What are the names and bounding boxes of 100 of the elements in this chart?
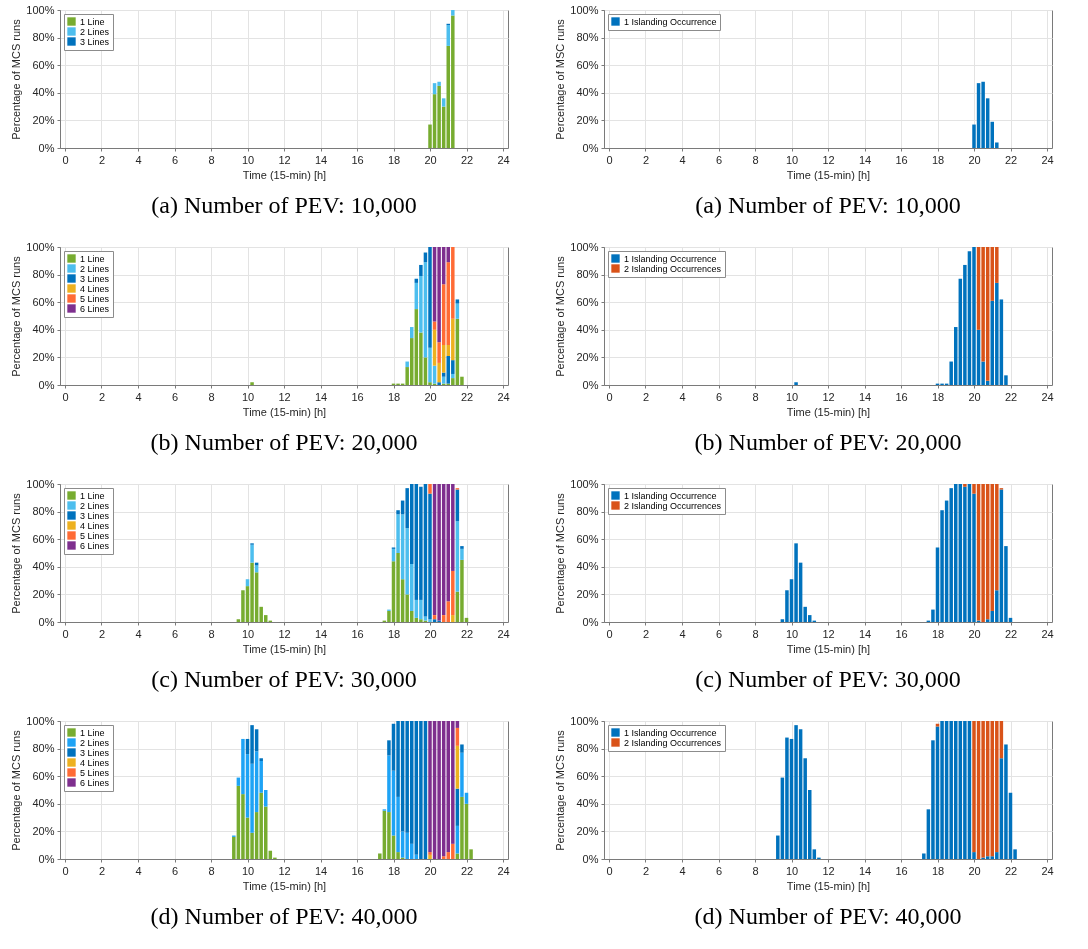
x-tick-label: 10 — [785, 153, 799, 166]
x-tick-label: 0 — [606, 627, 613, 640]
y-tick-label: 20% — [32, 824, 55, 837]
x-tick-label: 20 — [968, 153, 981, 166]
x-tick-label: 0 — [606, 153, 613, 166]
x-tick-label: 2 — [98, 153, 106, 166]
x-tick-label: 18 — [387, 390, 401, 403]
x-axis-title: Time (15-min) [h] — [242, 879, 327, 892]
legend-label: 2 Islanding Occurrences — [624, 263, 722, 274]
x-tick-label: 4 — [135, 153, 142, 166]
x-tick-label: 20 — [424, 390, 437, 403]
x-tick-label: 16 — [895, 627, 908, 640]
legend-label: 2 Islanding Occurrences — [624, 500, 722, 511]
x-tick-label: 18 — [387, 864, 401, 877]
x-tick-label: 4 — [135, 390, 142, 403]
legend-label: 4 Lines — [80, 757, 110, 768]
y-axis-title: Percentage of MCS runs — [10, 18, 23, 140]
legend-label: 4 Lines — [80, 283, 110, 294]
y-tick-label: 20% — [576, 113, 599, 126]
x-tick-label: 16 — [351, 864, 364, 877]
legend-label: 1 Islanding Occurrence — [624, 16, 717, 27]
legend-label: 3 Lines — [80, 747, 110, 758]
x-tick-label: 2 — [642, 153, 650, 166]
x-tick-label: 6 — [715, 390, 723, 403]
x-tick-label: 18 — [931, 864, 945, 877]
text: (c) Number of PEV: 30,000 — [695, 666, 961, 692]
y-tick-label: 100% — [570, 714, 599, 727]
y-tick-label: 60% — [32, 58, 55, 71]
x-tick-label: 14 — [858, 153, 872, 166]
x-tick-label: 16 — [895, 390, 908, 403]
y-tick-label: 40% — [32, 797, 55, 810]
y-axis-title: Percentage of MCS runs — [10, 729, 23, 851]
x-tick-label: 18 — [387, 153, 401, 166]
x-axis-title: Time (15-min) [h] — [786, 642, 871, 655]
x-tick-label: 20 — [968, 864, 981, 877]
text: (b) Number of PEV: 20,000 — [150, 429, 418, 455]
x-tick-label: 4 — [135, 864, 142, 877]
x-tick-label: 24 — [497, 153, 510, 166]
y-tick-label: 80% — [32, 505, 55, 518]
x-tick-label: 8 — [752, 153, 759, 166]
x-tick-label: 12 — [822, 627, 835, 640]
y-tick-label: 80% — [32, 742, 55, 755]
x-tick-label: 8 — [208, 390, 215, 403]
x-axis-title: Time (15-min) [h] — [242, 405, 327, 418]
legend-label: 5 Lines — [80, 767, 110, 778]
legend-label: 6 Lines — [80, 303, 110, 314]
x-tick-label: 12 — [278, 153, 291, 166]
x-tick-label: 14 — [314, 627, 328, 640]
legend-label: 4 Lines — [80, 520, 110, 531]
x-tick-label: 4 — [679, 864, 686, 877]
x-tick-label: 12 — [822, 153, 835, 166]
x-axis-title: Time (15-min) [h] — [786, 168, 871, 181]
x-tick-label: 22 — [1004, 627, 1018, 640]
x-tick-label: 2 — [642, 390, 650, 403]
x-tick-label: 6 — [715, 627, 723, 640]
legend-label: 1 Islanding Occurrence — [624, 253, 717, 264]
x-tick-label: 16 — [351, 627, 364, 640]
legend-label: 3 Lines — [80, 36, 110, 47]
x-tick-label: 20 — [968, 390, 981, 403]
legend-label: 6 Lines — [80, 777, 110, 788]
y-axis-title: Percentage of MCS runs — [554, 729, 567, 851]
y-tick-label: 0% — [38, 852, 55, 865]
y-tick-label: 80% — [576, 742, 599, 755]
x-tick-label: 6 — [715, 864, 723, 877]
legend-label: 1 Line — [80, 727, 105, 738]
x-tick-label: 20 — [424, 153, 437, 166]
x-tick-label: 4 — [679, 153, 686, 166]
x-tick-label: 20 — [424, 864, 437, 877]
x-tick-label: 22 — [460, 864, 474, 877]
y-tick-label: 100% — [26, 477, 55, 490]
text: (a) Number of PEV: 10,000 — [151, 192, 417, 218]
x-tick-label: 12 — [822, 390, 835, 403]
y-tick-label: 20% — [32, 113, 55, 126]
x-tick-label: 24 — [497, 627, 510, 640]
x-tick-label: 18 — [931, 390, 945, 403]
y-tick-label: 20% — [576, 587, 599, 600]
legend-label: 5 Lines — [80, 293, 110, 304]
x-tick-label: 6 — [171, 390, 179, 403]
y-tick-label: 0% — [582, 615, 599, 628]
y-tick-label: 40% — [32, 560, 55, 573]
x-tick-label: 14 — [858, 627, 872, 640]
x-tick-label: 0 — [606, 390, 613, 403]
x-tick-label: 18 — [931, 627, 945, 640]
x-tick-label: 10 — [241, 627, 255, 640]
y-tick-label: 60% — [32, 532, 55, 545]
y-tick-label: 100% — [26, 3, 55, 16]
legend-label: 3 Lines — [80, 273, 110, 284]
x-tick-label: 22 — [460, 627, 474, 640]
y-tick-label: 100% — [570, 477, 599, 490]
text: (d) Number of PEV: 40,000 — [694, 903, 962, 929]
x-tick-label: 6 — [171, 627, 179, 640]
x-tick-label: 0 — [62, 153, 69, 166]
x-tick-label: 12 — [278, 627, 291, 640]
y-axis-title: Percentage of MSC runs — [554, 18, 567, 140]
y-tick-label: 80% — [576, 31, 599, 44]
y-axis-title: Percentage of MCS runs — [10, 492, 23, 614]
text: (d) Number of PEV: 40,000 — [150, 903, 418, 929]
y-tick-label: 60% — [32, 769, 55, 782]
y-tick-label: 100% — [570, 3, 599, 16]
x-tick-label: 4 — [679, 627, 686, 640]
